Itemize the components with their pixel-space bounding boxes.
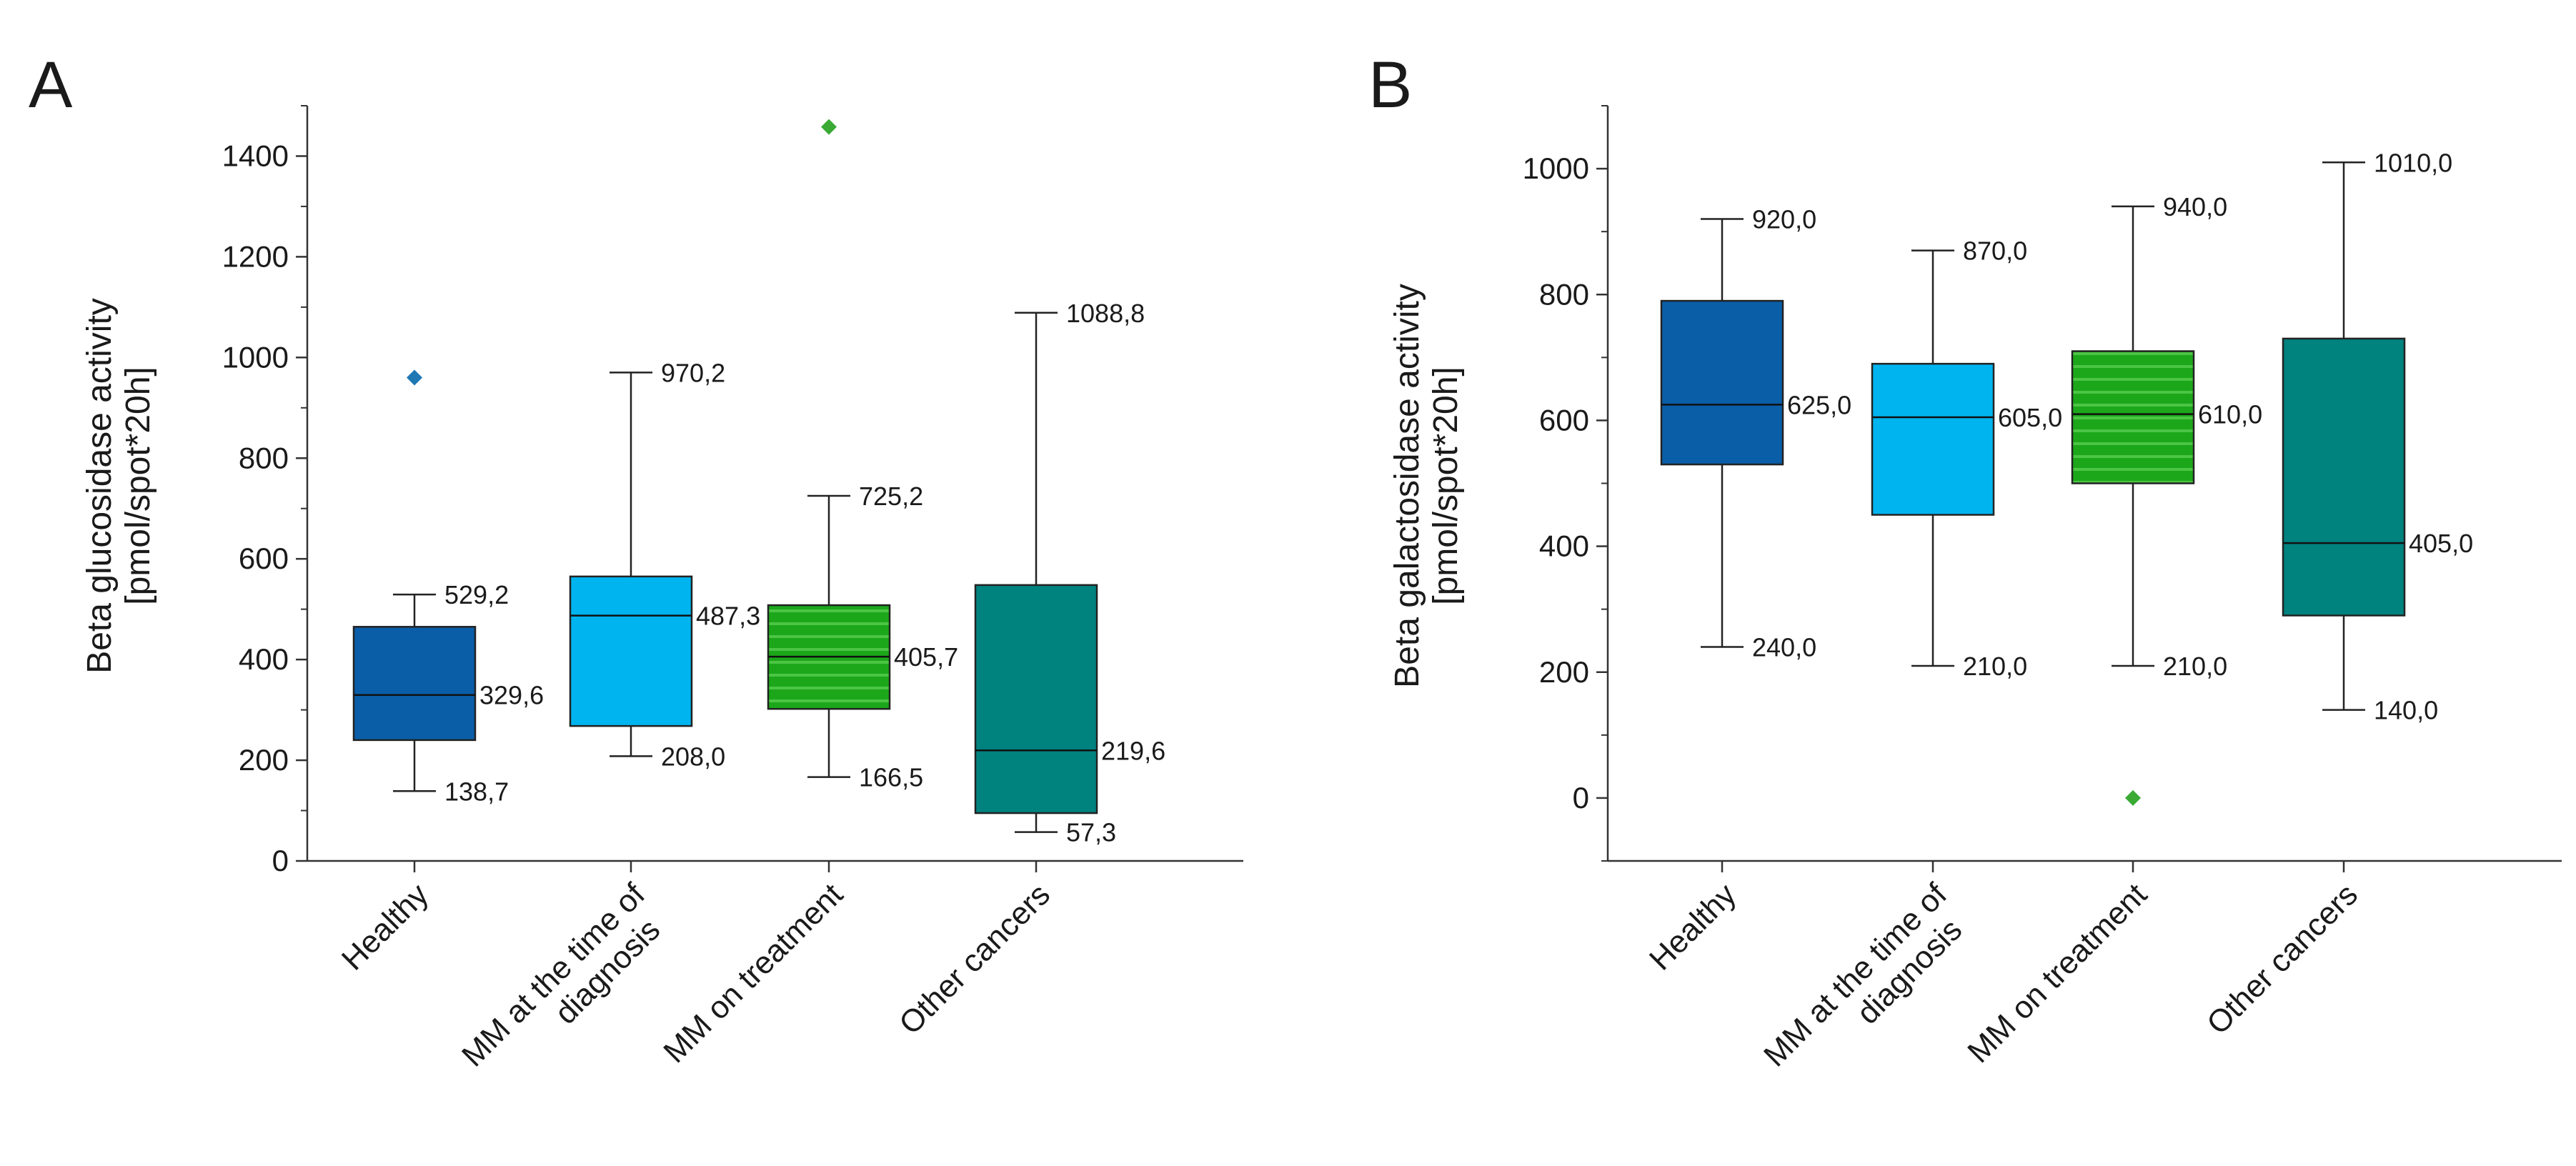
y-tick-label: 800 — [1539, 277, 1589, 311]
median-label: 219,6 — [1101, 736, 1165, 765]
panel-label: A — [29, 49, 73, 121]
y-tick-label: 800 — [239, 441, 289, 474]
whisker-low-label: 138,7 — [444, 777, 509, 806]
median-label: 625,0 — [1787, 390, 1851, 419]
x-tick-label: Healthy — [335, 877, 435, 977]
box-group: 529,2 329,6 138,7 — [352, 369, 544, 806]
y-tick-label: 600 — [239, 542, 289, 575]
chart-panel-b: B 0 200 400 600 800 1000 Beta galactosidase act… — [1368, 49, 2562, 1074]
whisker-low-label: 210,0 — [1963, 652, 2027, 681]
x-tick-label-line: MM on treatment — [1961, 877, 2154, 1070]
whisker-low-label: 57,3 — [1066, 818, 1116, 847]
median-label: 405,0 — [2409, 529, 2473, 558]
x-tick-label: Other cancers — [892, 877, 1057, 1041]
box-iqr — [974, 584, 1098, 814]
box-group: 1010,0 405,0 140,0 — [2282, 148, 2473, 725]
y-tick-label: 400 — [1539, 529, 1589, 563]
y-tick-label: 1200 — [222, 239, 289, 273]
box-group: 870,0 605,0 210,0 — [1871, 236, 2062, 681]
box-group: 920,0 625,0 240,0 — [1660, 205, 1851, 662]
y-axis-title-line: [pmol/spot*20h] — [1427, 367, 1465, 605]
median-label: 405,7 — [894, 642, 958, 672]
box-group: 1088,8 219,6 57,3 — [974, 299, 1165, 847]
whisker-high-label: 870,0 — [1963, 236, 2027, 266]
box-iqr — [1871, 362, 1995, 516]
box-iqr — [352, 626, 477, 742]
whisker-low-label: 166,5 — [859, 763, 923, 792]
whisker-low-label: 240,0 — [1752, 633, 1816, 662]
median-label: 610,0 — [2198, 400, 2262, 429]
x-tick-label: Other cancers — [2200, 877, 2364, 1041]
y-axis-title: Beta galactosidase activity [pmol/spot*20… — [1388, 284, 1465, 688]
y-tick-label: 400 — [239, 642, 289, 676]
whisker-high-label: 920,0 — [1752, 205, 1816, 234]
y-axis-title: Beta glucosidase activity [pmol/spot*20h] — [81, 298, 157, 674]
whisker-high-label: 529,2 — [444, 580, 509, 609]
box-iqr — [2282, 337, 2406, 617]
y-axis-title-line: Beta galactosidase activity — [1388, 284, 1426, 688]
x-tick-label-line: Healthy — [1643, 877, 1743, 977]
chart-panel-a: A 0 200 400 600 800 1000 1200 1400 Beta glucosida… — [29, 49, 1243, 1074]
x-tick-label-line: MM on treatment — [657, 877, 850, 1070]
whisker-low-label: 210,0 — [2163, 652, 2227, 681]
y-tick-label: 0 — [272, 844, 289, 877]
whisker-high-label: 1088,8 — [1066, 299, 1145, 328]
whisker-high-label: 725,2 — [859, 482, 923, 511]
y-tick-label: 1000 — [222, 340, 289, 374]
box-iqr — [1660, 299, 1784, 466]
median-label: 605,0 — [1998, 403, 2062, 432]
box-group: 970,2 487,3 208,0 — [569, 358, 760, 771]
y-tick-label: 0 — [1573, 781, 1589, 814]
x-tick-label-line: Healthy — [335, 877, 435, 977]
y-axis-title-line: [pmol/spot*20h] — [119, 367, 157, 605]
box-group: 940,0 610,0 210,0 — [2071, 192, 2262, 806]
y-tick-label: 600 — [1539, 403, 1589, 437]
whisker-low-label: 208,0 — [661, 742, 725, 771]
y-tick-label: 200 — [1539, 655, 1589, 689]
y-tick-label: 1400 — [222, 139, 289, 172]
whisker-high-label: 970,2 — [661, 358, 725, 387]
outlier-point — [407, 369, 422, 386]
whisker-high-label: 1010,0 — [2374, 148, 2452, 177]
whisker-low-label: 140,0 — [2374, 696, 2438, 725]
x-tick-label: Healthy — [1643, 877, 1743, 977]
outlier-point — [821, 119, 837, 135]
panel-label: B — [1368, 49, 1412, 121]
box-group: 725,2 405,7 166,5 — [767, 119, 958, 792]
median-label: 329,6 — [479, 681, 544, 710]
x-tick-label-line: Other cancers — [892, 877, 1057, 1041]
box-iqr — [569, 575, 693, 727]
outlier-point — [2125, 789, 2141, 806]
y-tick-label: 1000 — [1523, 151, 1589, 185]
box-iqr — [2071, 350, 2195, 484]
x-tick-label-line: Other cancers — [2200, 877, 2364, 1041]
whisker-high-label: 940,0 — [2163, 192, 2227, 221]
y-tick-label: 200 — [239, 743, 289, 777]
y-axis-title-line: Beta glucosidase activity — [81, 298, 119, 674]
x-tick-label: MM on treatment — [657, 877, 850, 1070]
x-tick-label: MM on treatment — [1961, 877, 2154, 1070]
median-label: 487,3 — [696, 602, 760, 631]
